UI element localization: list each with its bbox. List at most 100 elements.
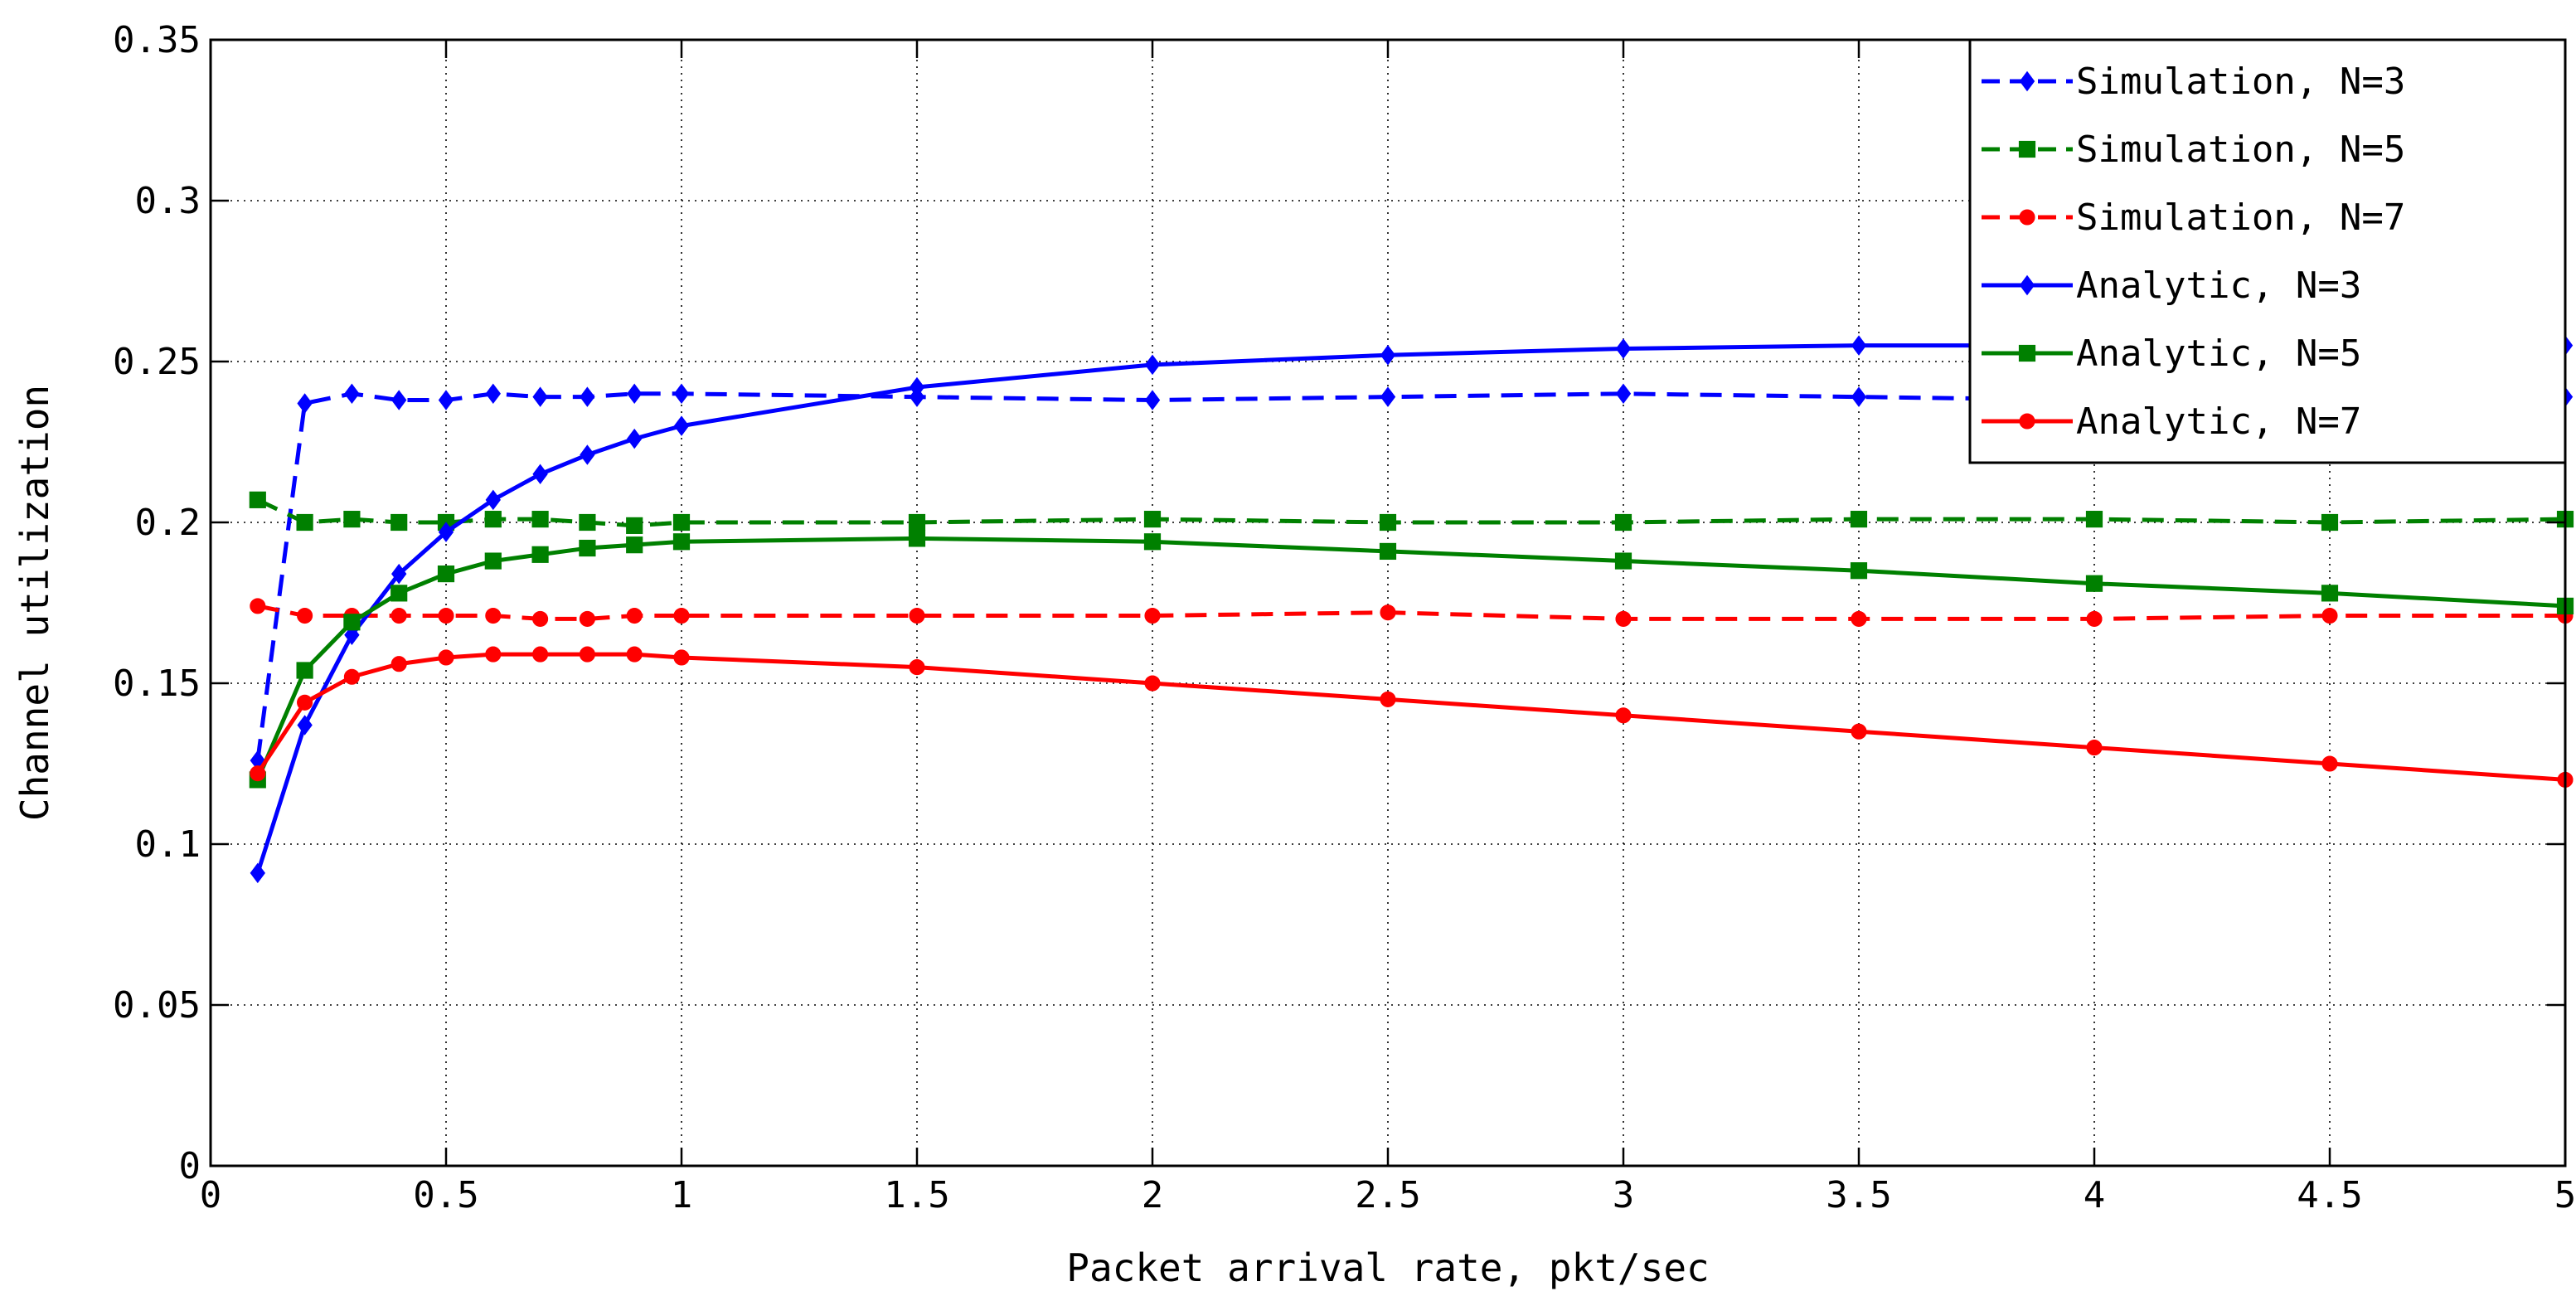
data-point-simulation-n-5 <box>343 511 361 528</box>
legend-label: Analytic, N=7 <box>2076 400 2361 443</box>
data-point-analytic-n-3 <box>1851 335 1867 356</box>
x-tick-labels: 0 0.5 1 1.5 2 2.5 3 3.5 4 4.5 5 <box>200 1174 2576 1216</box>
data-point-simulation-n-3 <box>673 383 690 405</box>
data-point-simulation-n-7 <box>391 607 407 624</box>
legend-marker <box>2018 344 2036 362</box>
x-tick-label: 4 <box>2084 1174 2106 1216</box>
data-point-simulation-n-7 <box>673 607 690 624</box>
data-point-analytic-n-5 <box>484 552 502 570</box>
data-point-analytic-n-7 <box>485 646 502 663</box>
data-point-simulation-n-7 <box>2086 610 2103 627</box>
y-tick-label: 0 <box>179 1145 201 1187</box>
legend-label: Simulation, N=7 <box>2076 197 2405 239</box>
data-point-analytic-n-5 <box>908 530 926 547</box>
data-point-simulation-n-3 <box>1615 383 1632 405</box>
legend-label: Analytic, N=5 <box>2076 333 2361 375</box>
data-point-simulation-n-3 <box>438 390 454 410</box>
data-point-simulation-n-5 <box>672 513 691 532</box>
y-axis-label: Channel utilization <box>12 385 57 821</box>
y-tick-label: 0.05 <box>113 984 201 1027</box>
data-point-simulation-n-5 <box>626 517 643 534</box>
data-point-simulation-n-7 <box>1851 610 1867 627</box>
legend-label: Simulation, N=3 <box>2076 61 2405 103</box>
legend-item: Simulation, N=7 <box>1982 197 2405 239</box>
series-analytic-n-5 <box>249 530 2574 789</box>
data-point-simulation-n-5 <box>579 513 596 532</box>
x-axis-label: Packet arrival rate, pkt/sec <box>1066 1245 1709 1290</box>
series-simulation-n-5 <box>249 491 2574 534</box>
data-point-analytic-n-5 <box>1850 562 1868 580</box>
series-line-analytic-n-3 <box>255 343 2565 874</box>
data-point-analytic-n-7 <box>626 646 643 663</box>
legend-marker <box>2019 413 2035 430</box>
data-point-analytic-n-5 <box>1614 552 1632 570</box>
data-point-simulation-n-3 <box>532 386 548 407</box>
data-point-simulation-n-5 <box>1379 513 1397 532</box>
data-point-simulation-n-7 <box>579 610 595 627</box>
data-point-simulation-n-5 <box>249 491 266 508</box>
data-point-simulation-n-7 <box>1380 604 1396 621</box>
legend-marker <box>2018 140 2036 158</box>
x-tick-label: 5 <box>2554 1174 2576 1216</box>
series-analytic-n-7 <box>250 646 2574 788</box>
data-point-analytic-n-7 <box>250 765 266 782</box>
data-point-simulation-n-5 <box>296 513 313 532</box>
data-point-analytic-n-5 <box>626 536 643 554</box>
legend-item: Simulation, N=5 <box>1982 129 2405 171</box>
legend-item: Simulation, N=3 <box>1982 61 2405 103</box>
data-point-analytic-n-7 <box>2086 740 2103 756</box>
data-point-analytic-n-5 <box>2085 575 2103 592</box>
legend-label: Simulation, N=5 <box>2076 129 2405 171</box>
x-tick-label: 4.5 <box>2297 1174 2362 1216</box>
data-point-analytic-n-7 <box>2321 755 2338 772</box>
y-tick-label: 0.25 <box>113 341 201 383</box>
data-point-analytic-n-3 <box>250 862 265 884</box>
data-point-simulation-n-5 <box>484 511 502 528</box>
data-point-simulation-n-7 <box>1615 610 1632 627</box>
data-point-simulation-n-7 <box>1144 607 1161 624</box>
data-point-simulation-n-5 <box>908 513 926 532</box>
data-point-simulation-n-7 <box>2321 607 2338 624</box>
data-point-simulation-n-3 <box>1144 390 1161 410</box>
data-point-simulation-n-3 <box>627 383 643 405</box>
data-point-simulation-n-3 <box>1380 386 1396 407</box>
data-point-analytic-n-3 <box>532 464 548 485</box>
data-point-simulation-n-5 <box>391 513 408 532</box>
data-point-analytic-n-3 <box>297 715 313 735</box>
legend-marker <box>2019 70 2035 92</box>
data-point-analytic-n-3 <box>485 489 501 511</box>
y-tick-labels: 0 0.05 0.1 0.15 0.2 0.25 0.3 0.35 <box>113 19 201 1187</box>
data-point-simulation-n-5 <box>1614 513 1632 532</box>
y-tick-label: 0.1 <box>135 823 201 866</box>
data-point-analytic-n-7 <box>909 659 925 676</box>
x-tick-label: 3.5 <box>1826 1174 1891 1216</box>
data-point-analytic-n-5 <box>579 539 596 557</box>
data-point-analytic-n-3 <box>1615 338 1632 359</box>
data-point-analytic-n-3 <box>673 415 690 436</box>
legend-label: Analytic, N=3 <box>2076 265 2361 307</box>
data-point-simulation-n-3 <box>391 390 407 410</box>
data-point-analytic-n-3 <box>438 522 454 542</box>
data-point-simulation-n-7 <box>485 607 502 624</box>
legend-marker <box>2019 209 2035 226</box>
data-point-analytic-n-7 <box>438 649 454 666</box>
legend-marker <box>2019 274 2035 296</box>
data-point-simulation-n-7 <box>532 610 549 627</box>
data-point-simulation-n-3 <box>344 383 360 405</box>
legend-box <box>1968 38 2567 464</box>
data-point-analytic-n-5 <box>531 546 549 563</box>
data-point-analytic-n-5 <box>437 565 455 583</box>
y-tick-label: 0.2 <box>135 502 201 544</box>
data-point-analytic-n-5 <box>2321 585 2339 602</box>
data-point-analytic-n-5 <box>672 533 691 551</box>
x-tick-label: 0 <box>200 1174 222 1216</box>
data-point-analytic-n-7 <box>1851 723 1867 740</box>
data-point-simulation-n-7 <box>909 607 925 624</box>
data-point-simulation-n-7 <box>626 607 643 624</box>
data-point-analytic-n-5 <box>1379 542 1397 561</box>
data-point-analytic-n-7 <box>579 646 595 663</box>
data-point-analytic-n-5 <box>391 585 408 602</box>
data-point-simulation-n-5 <box>2321 513 2339 532</box>
data-point-analytic-n-3 <box>391 563 407 585</box>
